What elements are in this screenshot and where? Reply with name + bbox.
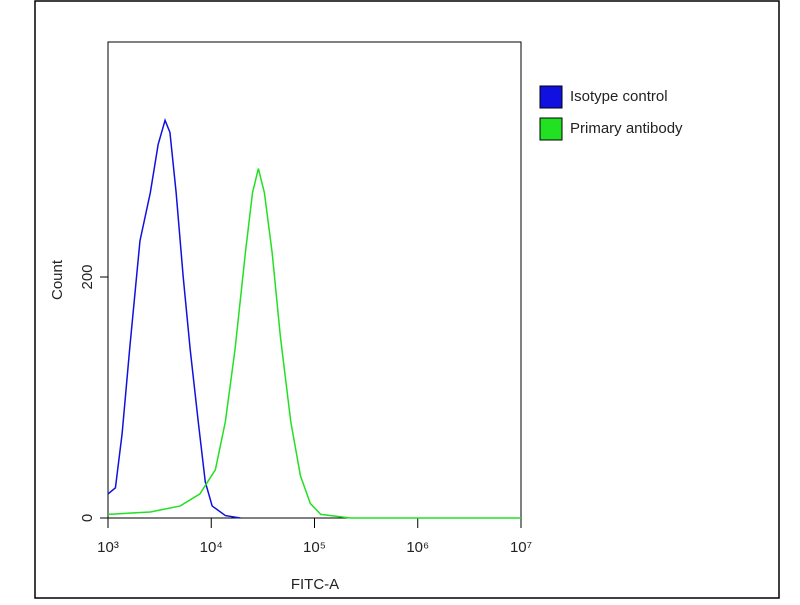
- series-line: [107, 168, 521, 519]
- x-tick-label: 10⁴: [200, 539, 223, 556]
- legend-label: Isotype control: [570, 88, 668, 105]
- x-tick-label: 10⁷: [510, 539, 532, 556]
- x-tick-label: 10⁶: [406, 539, 429, 556]
- y-axis-label: Count: [49, 259, 66, 300]
- plot-area: [107, 41, 522, 519]
- x-tick-label: 10³: [97, 539, 119, 556]
- y-tick-label: 200: [79, 264, 96, 289]
- x-tick-label: 10⁵: [303, 539, 326, 556]
- series-line: [107, 118, 241, 519]
- legend-swatch: [539, 117, 563, 141]
- legend-label: Primary antibody: [570, 120, 683, 137]
- legend-swatch: [539, 85, 563, 109]
- y-tick-label: 0: [79, 514, 96, 522]
- x-axis-label: FITC-A: [291, 576, 339, 593]
- frame: [34, 0, 780, 599]
